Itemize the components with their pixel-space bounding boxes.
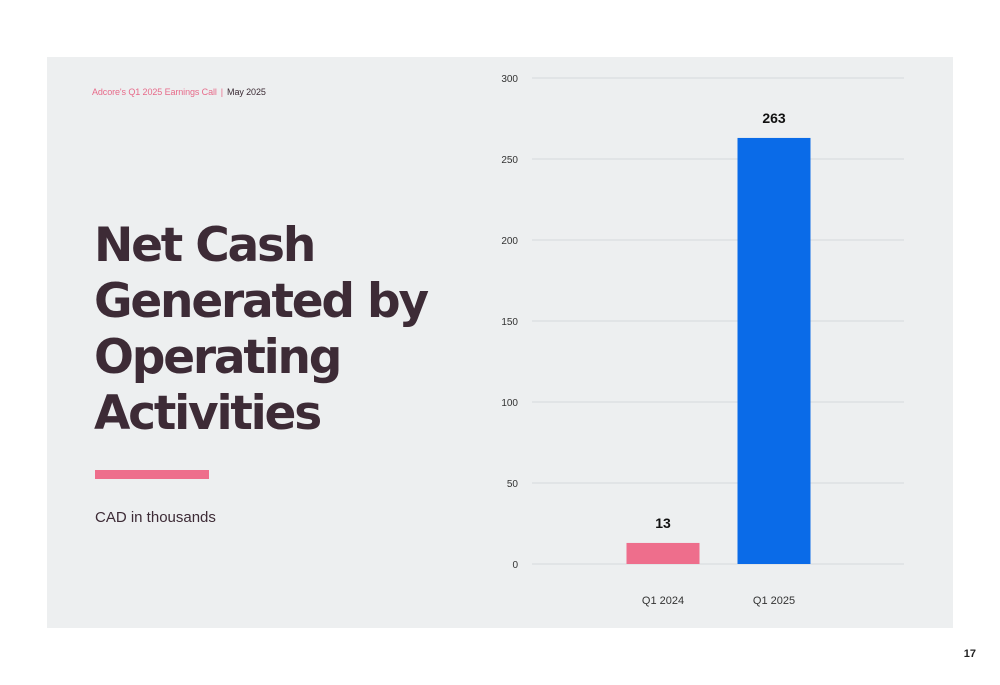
slide-header: Adcore's Q1 2025 Earnings Call | May 2025 [92, 87, 266, 97]
y-tick-label: 150 [501, 317, 518, 328]
y-tick-label: 100 [501, 398, 518, 409]
y-tick-label: 250 [501, 155, 518, 166]
data-label: 263 [762, 110, 786, 126]
x-tick-label: Q1 2025 [753, 595, 795, 607]
y-tick-label: 50 [507, 479, 519, 490]
x-tick-label: Q1 2024 [642, 595, 684, 607]
event-date: May 2025 [227, 87, 266, 97]
event-name: Adcore's Q1 2025 Earnings Call [92, 87, 217, 97]
header-separator: | [220, 87, 224, 97]
bar-q1-2024 [626, 542, 700, 564]
y-tick-label: 200 [501, 236, 518, 247]
y-tick-label: 0 [512, 560, 518, 571]
page-number: 17 [963, 648, 976, 660]
data-label: 13 [655, 515, 671, 531]
accent-bar [95, 470, 209, 479]
unit-label: CAD in thousands [95, 509, 216, 526]
slide-title: Net Cash Generated by Operating Activiti… [94, 218, 429, 441]
bar-q1-2025 [737, 137, 811, 564]
y-tick-label: 300 [501, 74, 518, 85]
